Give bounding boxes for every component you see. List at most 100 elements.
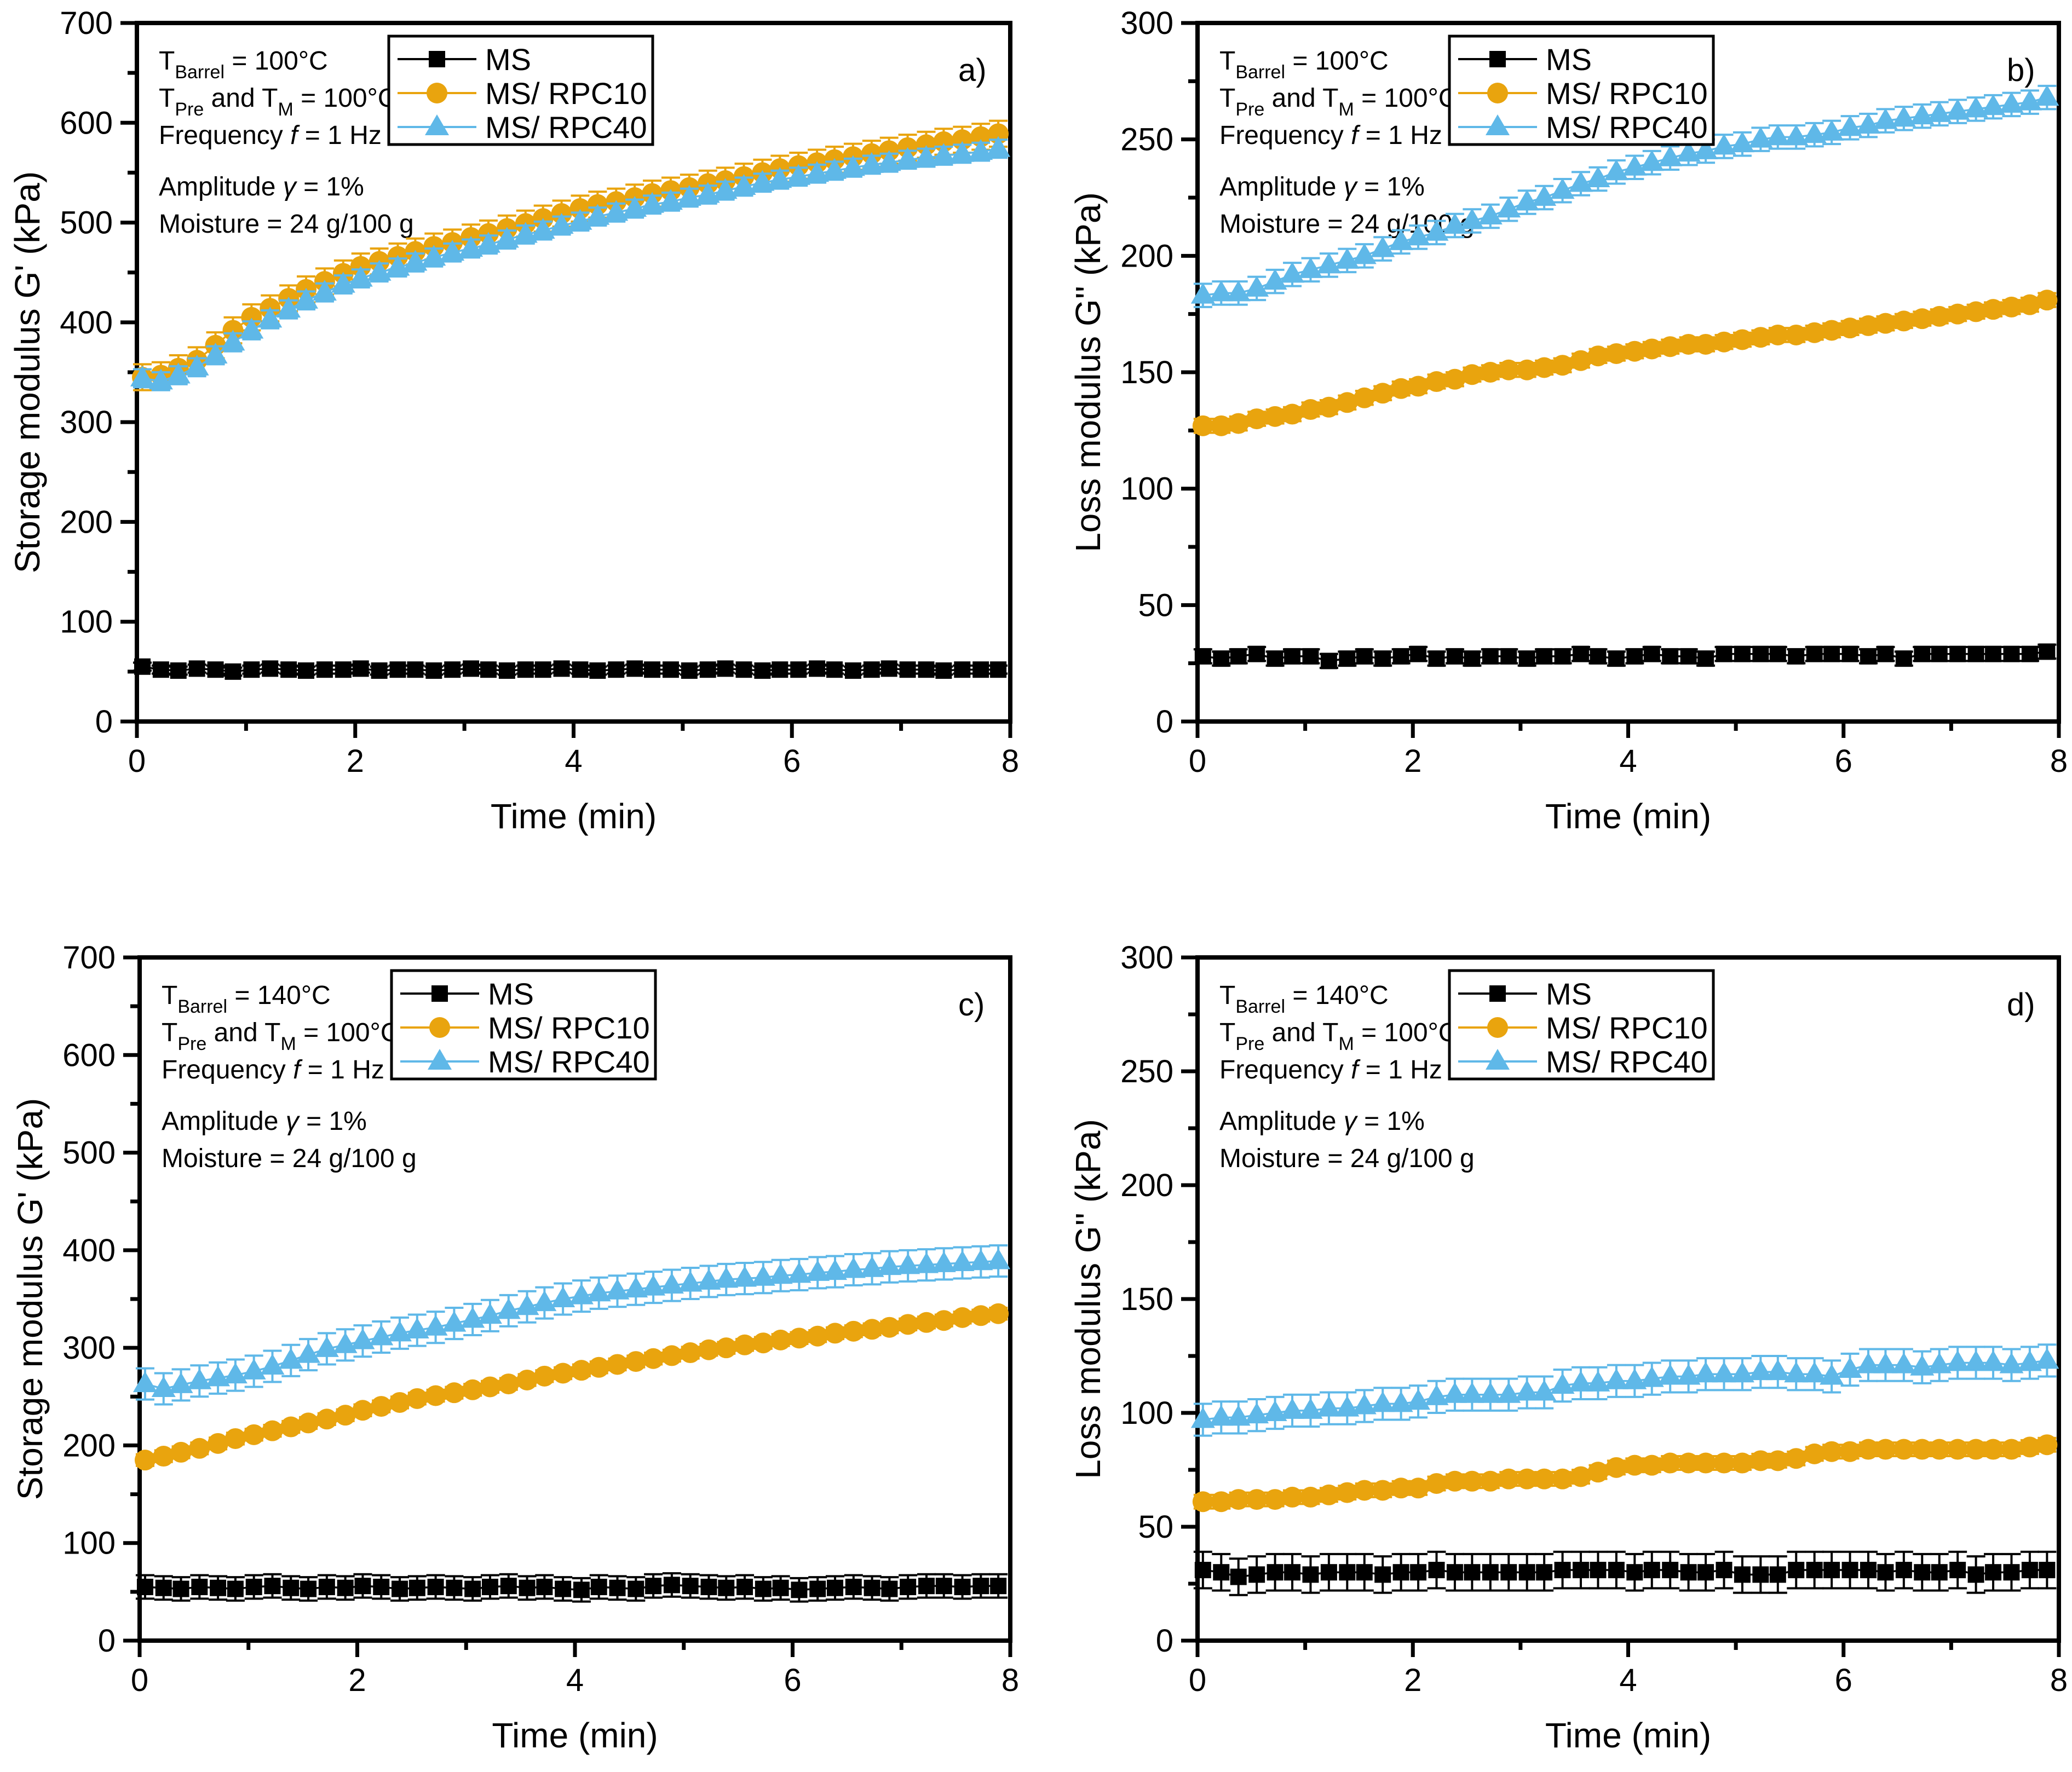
data-point-marker [786, 164, 811, 185]
data-point-marker [625, 1351, 647, 1372]
data-point-marker [1875, 1439, 1896, 1460]
data-point-marker [1912, 308, 1933, 330]
x-axis-title: Time (min) [492, 1716, 658, 1755]
data-point-marker [422, 245, 446, 266]
data-point-marker [1839, 1441, 1861, 1462]
data-point-marker [1893, 310, 1914, 332]
data-point-marker [337, 1579, 354, 1596]
data-point-marker [429, 51, 445, 67]
data-point-marker [1802, 122, 1827, 143]
annotation-line: Moisture = 24 g/100 g [162, 1144, 417, 1173]
data-point-marker [1877, 645, 1894, 662]
data-point-marker [1518, 1564, 1535, 1581]
data-point-marker [877, 1254, 902, 1275]
y-axis-title: Loss modulus G'' (kPa) [1068, 1119, 1108, 1479]
data-point-marker [954, 1578, 971, 1595]
y-axis: 0 50 100 150 200 250 300 Loss modulus G'' (kPa) [1068, 5, 1198, 740]
series-ms-rpc10 [134, 1303, 1009, 1471]
data-point-marker [826, 661, 843, 678]
data-point-marker [335, 661, 352, 678]
x-tick-label: 0 [131, 1663, 148, 1698]
data-point-marker [2001, 296, 2022, 318]
data-point-marker [844, 662, 861, 679]
y-tick-label: 600 [62, 1037, 116, 1073]
data-point-marker [1410, 1564, 1427, 1581]
data-point-marker [935, 662, 952, 679]
y-tick-label: 300 [60, 405, 113, 440]
data-point-marker [1767, 1450, 1788, 1471]
data-point-marker [823, 1259, 848, 1280]
data-point-marker [899, 661, 916, 678]
data-point-marker [1500, 648, 1517, 665]
data-point-marker [990, 1578, 1007, 1595]
data-point-marker [1354, 387, 1375, 408]
data-point-marker [1480, 362, 1501, 383]
data-point-marker [1838, 1357, 1862, 1378]
data-point-marker [352, 1400, 373, 1421]
data-point-marker [331, 272, 355, 293]
data-point-marker [153, 1446, 174, 1467]
data-point-marker [588, 1357, 609, 1378]
data-point-marker [1927, 101, 1952, 122]
data-point-marker [935, 1578, 952, 1595]
data-point-marker [643, 1348, 664, 1369]
data-point-marker [1486, 1049, 1510, 1070]
annotation-line: TBarrel = 100°C [159, 47, 328, 83]
data-point-marker [2039, 643, 2056, 660]
data-point-marker [682, 1578, 699, 1595]
data-point-marker [859, 152, 884, 173]
annotation-line: Amplitude γ = 1% [159, 172, 364, 201]
data-point-marker [1587, 345, 1609, 367]
y-tick-label: 300 [62, 1330, 116, 1366]
data-point-marker [790, 661, 807, 678]
y-tick-label: 400 [60, 305, 113, 340]
data-point-marker [1587, 1462, 1609, 1483]
data-point-marker [1806, 1562, 1823, 1579]
data-point-marker [207, 661, 224, 678]
data-point-marker [1765, 124, 1790, 146]
data-point-marker [1211, 1491, 1232, 1513]
data-point-marker [1946, 1350, 1970, 1371]
data-point-marker [152, 661, 169, 678]
data-point-marker [1660, 1452, 1681, 1474]
y-tick-label: 150 [1120, 1282, 1173, 1317]
data-point-marker [1282, 403, 1303, 425]
annotation-line: TPre and TM = 100°C [1219, 1018, 1457, 1054]
data-point-marker [1518, 650, 1535, 667]
data-point-marker [2001, 1439, 2022, 1460]
data-point-marker [950, 1250, 975, 1272]
data-point-marker [185, 354, 209, 376]
data-point-marker [517, 661, 534, 678]
data-point-marker [1213, 650, 1230, 667]
data-point-marker [1981, 94, 2006, 116]
data-point-marker [1839, 318, 1861, 339]
data-point-marker [1554, 1562, 1571, 1579]
data-point-marker [1752, 645, 1769, 662]
data-point-marker [900, 1578, 917, 1595]
x-tick-label: 0 [128, 743, 146, 779]
data-point-marker [1356, 648, 1373, 665]
data-point-marker [1608, 650, 1625, 667]
data-point-marker [644, 661, 661, 678]
data-point-marker [1639, 150, 1664, 171]
data-point-marker [148, 368, 173, 390]
data-point-marker [1280, 1398, 1305, 1419]
legend-label: MS/ RPC10 [1546, 1011, 1708, 1045]
data-point-marker [2036, 290, 2058, 311]
data-point-marker [534, 661, 551, 678]
data-point-marker [1442, 1382, 1467, 1403]
data-point-marker [389, 661, 406, 678]
data-point-marker [1190, 282, 1215, 304]
data-point-marker [1424, 220, 1449, 241]
data-point-marker [1408, 1477, 1429, 1499]
data-point-marker [1891, 106, 1916, 127]
annotation-line: Moisture = 24 g/100 g [159, 210, 414, 239]
data-point-marker [1267, 650, 1284, 667]
series-ms [135, 1572, 1008, 1603]
data-point-marker [697, 1268, 721, 1290]
data-point-marker [1802, 1361, 1827, 1383]
data-point-marker [972, 661, 989, 678]
data-point-marker [549, 213, 574, 234]
